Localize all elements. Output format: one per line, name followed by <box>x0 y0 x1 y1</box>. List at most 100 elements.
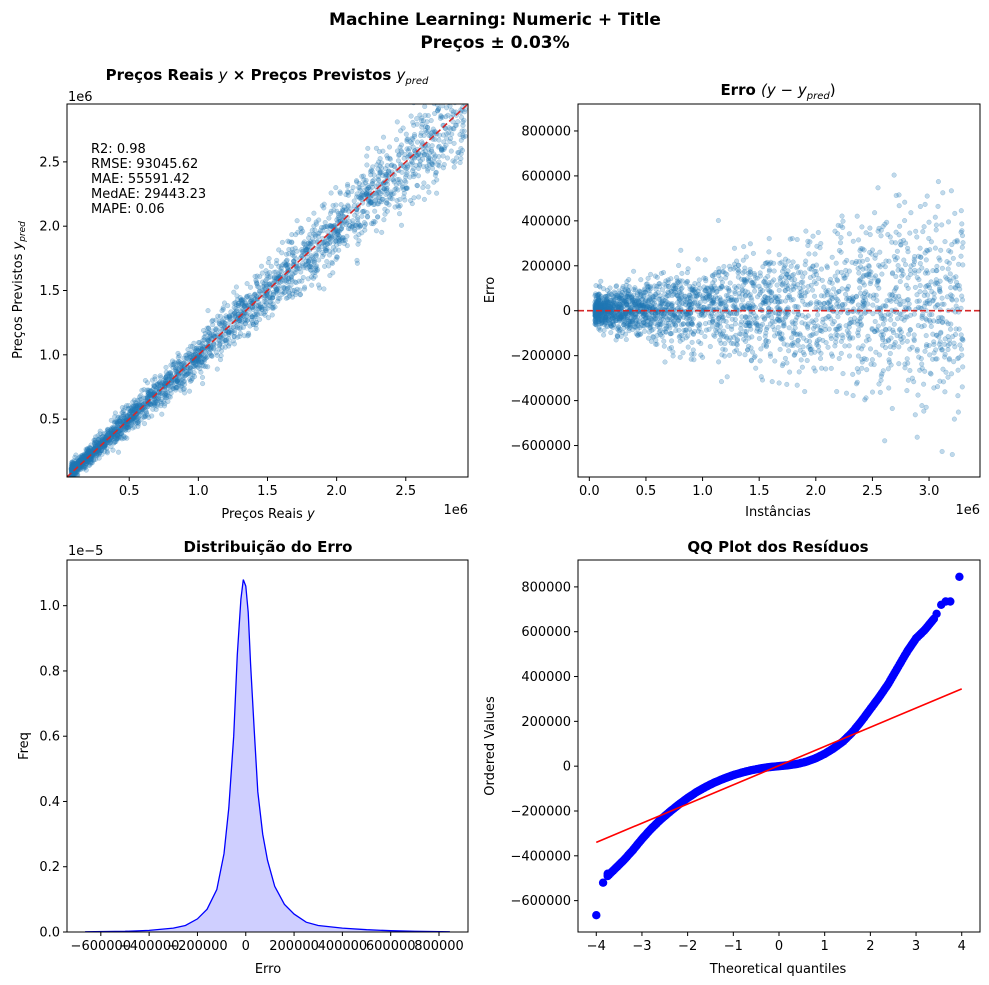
data-point <box>292 270 298 276</box>
data-point <box>100 436 106 442</box>
data-point <box>170 365 176 371</box>
data-point <box>828 335 834 342</box>
data-point <box>80 455 86 461</box>
data-point <box>593 283 599 289</box>
data-point <box>374 190 380 196</box>
data-point <box>911 379 917 385</box>
data-point <box>384 153 390 159</box>
data-point <box>110 424 116 430</box>
data-point <box>290 288 296 294</box>
data-point <box>449 107 455 113</box>
data-point <box>200 381 206 387</box>
data-point <box>249 314 255 320</box>
data-point <box>85 458 91 465</box>
data-point <box>134 403 141 409</box>
data-point <box>72 470 78 477</box>
data-point <box>91 439 98 446</box>
data-point <box>384 185 390 192</box>
data-point <box>859 224 865 230</box>
error-scatter-x-offset: 1e6 <box>955 503 980 518</box>
data-point <box>900 334 906 341</box>
data-point <box>271 269 277 275</box>
data-point <box>813 317 819 323</box>
data-point <box>355 215 361 221</box>
data-point <box>632 285 638 291</box>
data-point <box>286 275 292 281</box>
data-point <box>170 386 176 392</box>
data-point <box>856 327 862 333</box>
data-point <box>460 119 466 125</box>
data-point <box>87 459 93 465</box>
data-point <box>691 357 697 363</box>
data-point <box>799 364 805 370</box>
data-point <box>886 385 892 391</box>
data-point <box>759 288 766 294</box>
data-point <box>855 333 861 339</box>
data-point <box>281 285 287 291</box>
data-point <box>306 259 312 265</box>
data-point <box>185 356 191 362</box>
data-point <box>227 329 233 335</box>
data-point <box>723 333 729 339</box>
data-point <box>696 277 702 283</box>
data-point <box>885 366 891 372</box>
data-point <box>939 301 945 307</box>
data-point <box>374 162 380 168</box>
data-point <box>155 385 161 391</box>
data-point <box>95 433 101 439</box>
error-scatter-ytick-label: −600000 <box>510 439 571 454</box>
data-point <box>130 425 136 431</box>
data-point <box>257 288 263 294</box>
data-point <box>294 218 300 224</box>
data-point <box>105 431 111 437</box>
data-point <box>624 279 630 285</box>
data-point <box>194 362 201 368</box>
data-point <box>398 128 404 134</box>
data-point <box>912 412 918 418</box>
data-point <box>421 180 427 186</box>
data-point <box>147 401 153 407</box>
data-point <box>92 439 99 445</box>
data-point <box>175 377 181 383</box>
data-point <box>598 278 604 284</box>
data-point <box>868 269 874 275</box>
data-point <box>270 295 276 301</box>
data-point <box>901 257 907 263</box>
data-point <box>756 335 762 342</box>
data-point <box>794 382 800 388</box>
real-vs-pred-ytick-label: 1.0 <box>39 348 60 363</box>
data-point <box>779 282 785 288</box>
data-point <box>261 283 267 289</box>
metric-rmse: RMSE: 93045.62 <box>91 157 198 172</box>
data-point <box>97 428 103 434</box>
data-point <box>811 326 817 332</box>
data-point <box>241 313 247 319</box>
data-point <box>111 440 117 446</box>
data-point <box>766 236 772 242</box>
data-point <box>83 447 89 453</box>
data-point <box>234 297 240 303</box>
data-point <box>427 156 433 162</box>
data-point <box>239 319 245 325</box>
data-point <box>307 257 313 263</box>
data-point <box>121 433 127 439</box>
data-point <box>360 182 366 188</box>
data-point <box>393 186 399 192</box>
data-point <box>946 357 952 363</box>
data-point <box>327 222 333 229</box>
data-point <box>948 188 954 194</box>
data-point <box>698 329 704 336</box>
data-point <box>69 480 74 485</box>
data-point <box>835 304 841 310</box>
data-point <box>870 311 876 317</box>
data-point <box>833 260 839 266</box>
data-point <box>454 95 459 100</box>
data-point <box>293 232 299 238</box>
data-point <box>918 356 924 362</box>
data-point <box>300 228 306 234</box>
data-point <box>897 301 903 307</box>
data-point <box>763 344 769 350</box>
data-point <box>766 249 772 255</box>
data-point <box>703 327 709 333</box>
data-point <box>420 156 426 162</box>
